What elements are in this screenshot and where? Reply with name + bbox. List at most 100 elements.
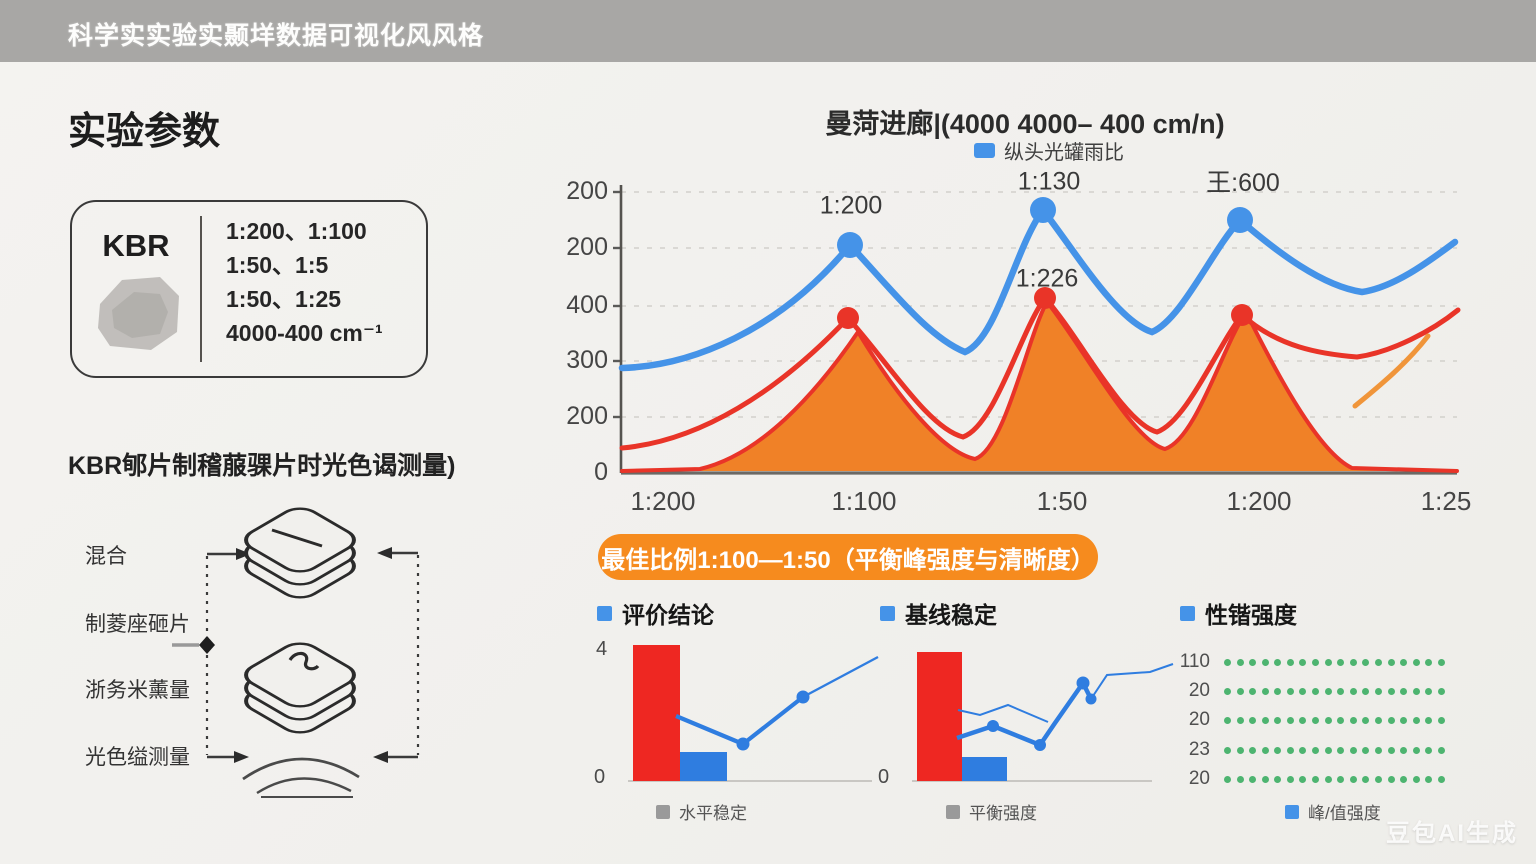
green-dot bbox=[1362, 688, 1370, 695]
green-dot bbox=[1374, 747, 1382, 754]
green-dot bbox=[1312, 776, 1320, 783]
green-dot bbox=[1274, 659, 1282, 666]
orange-segment bbox=[1352, 333, 1431, 409]
y-tick-label: 200 bbox=[566, 177, 608, 205]
flow-diagram-title: KBR郇片制稽菔骒片时光色谒测量) bbox=[68, 452, 456, 480]
page-title: 实验参数 bbox=[68, 111, 221, 153]
legend-swatch-gray bbox=[656, 804, 670, 819]
green-dot bbox=[1261, 776, 1269, 783]
green-dot bbox=[1249, 747, 1257, 754]
green-dot bbox=[1236, 776, 1244, 783]
data-point-label: 1:226 bbox=[1015, 264, 1079, 293]
green-dot bbox=[1261, 688, 1269, 695]
green-dot bbox=[1249, 717, 1257, 724]
green-dot bbox=[1324, 717, 1332, 724]
green-dot bbox=[1224, 659, 1231, 666]
green-dot bbox=[1236, 717, 1244, 724]
kbr-parameter-line: 1:200、1:100 bbox=[226, 218, 367, 244]
kbr-label: KBR bbox=[102, 228, 170, 263]
green-dot bbox=[1412, 747, 1420, 754]
green-dot bbox=[1400, 717, 1408, 724]
legend-swatch-gray bbox=[946, 804, 960, 819]
green-dot bbox=[1425, 747, 1433, 754]
y-tick-label: 0 bbox=[594, 458, 608, 486]
green-dot bbox=[1387, 776, 1395, 783]
green-dot bbox=[1374, 659, 1382, 666]
x-tick-label: 1:100 bbox=[831, 486, 897, 516]
legend-label: 纵头光罐雨比 bbox=[1004, 142, 1124, 164]
flow-diagram bbox=[172, 547, 420, 763]
data-point-label: 1:200 bbox=[819, 191, 883, 220]
mini2-legend: 平衡强度 bbox=[946, 799, 1037, 824]
green-dot bbox=[1337, 747, 1345, 754]
green-dot bbox=[1236, 688, 1244, 695]
green-dot bbox=[1387, 659, 1395, 666]
green-dot bbox=[1400, 688, 1408, 695]
tablet-icon-middle bbox=[235, 636, 365, 740]
green-dot bbox=[1224, 776, 1231, 783]
green-dot bbox=[1362, 776, 1370, 783]
mini2-y-zero: 0 bbox=[878, 766, 890, 788]
kbr-card-left: KBR bbox=[72, 202, 200, 376]
main-chart-title: 曼菏进廊|(4000 4000– 400 cm/n) bbox=[825, 109, 1225, 139]
green-dot bbox=[1425, 659, 1433, 666]
green-dot bbox=[1349, 688, 1357, 695]
green-dot bbox=[1324, 776, 1332, 783]
dot-row-label: 20 bbox=[1188, 768, 1210, 789]
dot-row-label: 20 bbox=[1188, 709, 1210, 730]
green-dot bbox=[1312, 717, 1320, 724]
x-tick-label: 1:25 bbox=[1420, 486, 1472, 516]
green-dot bbox=[1362, 747, 1370, 754]
conclusion-banner: 最佳比例1:100—1:50（平衡峰强度与清晰度） bbox=[598, 534, 1098, 580]
main-chart-legend: 纵头光罐雨比 bbox=[974, 136, 1124, 165]
green-dot bbox=[1349, 776, 1357, 783]
dot-row-label: 23 bbox=[1188, 739, 1210, 760]
dot-row bbox=[1224, 747, 1445, 754]
green-dot bbox=[1425, 776, 1433, 783]
flow-step-label: 制菱座砸片 bbox=[85, 613, 190, 636]
data-point-label: 1:130 bbox=[1017, 167, 1081, 196]
x-tick-label: 1:50 bbox=[1036, 486, 1088, 516]
main-line-chart bbox=[613, 185, 1461, 475]
green-dot bbox=[1249, 659, 1257, 666]
green-dot bbox=[1286, 659, 1294, 666]
dot-row-label: 20 bbox=[1188, 680, 1210, 701]
green-dot bbox=[1312, 747, 1320, 754]
green-dot bbox=[1299, 776, 1307, 783]
green-dot bbox=[1437, 747, 1445, 754]
flow-step-label: 浙务米薰量 bbox=[85, 679, 190, 702]
green-dot bbox=[1299, 688, 1307, 695]
green-dot bbox=[1249, 776, 1257, 783]
green-dot bbox=[1286, 717, 1294, 724]
green-dot bbox=[1274, 688, 1282, 695]
y-tick-label: 300 bbox=[566, 346, 608, 374]
green-dot bbox=[1261, 659, 1269, 666]
green-dot bbox=[1299, 659, 1307, 666]
mini3-legend: 峰/值强度 bbox=[1285, 799, 1381, 824]
data-point-label: 王:600 bbox=[1206, 169, 1280, 197]
kbr-card-divider bbox=[200, 216, 202, 362]
legend-swatch-blue bbox=[974, 143, 995, 158]
green-dot bbox=[1274, 717, 1282, 724]
y-tick-label: 200 bbox=[566, 402, 608, 430]
green-dot bbox=[1299, 747, 1307, 754]
kbr-parameter-lines: 1:200、1:100 1:50、1:5 1:50、1:25 4000-400 cm⁻… bbox=[202, 202, 426, 376]
tablet-icon-top bbox=[235, 501, 365, 605]
green-dot bbox=[1400, 659, 1408, 666]
y-tick-label: 400 bbox=[566, 291, 608, 319]
green-dot bbox=[1374, 776, 1382, 783]
green-dot bbox=[1224, 747, 1231, 754]
mini-chart-evaluation bbox=[628, 645, 879, 782]
green-dot bbox=[1425, 717, 1433, 724]
green-dot bbox=[1337, 776, 1345, 783]
legend-swatch-blue bbox=[1285, 804, 1299, 819]
dot-row-label: 110 bbox=[1179, 651, 1210, 672]
green-dot bbox=[1349, 717, 1357, 724]
green-dot bbox=[1236, 747, 1244, 754]
bullet-icon bbox=[597, 605, 612, 621]
green-dot bbox=[1349, 747, 1357, 754]
green-dot bbox=[1387, 747, 1395, 754]
green-dot bbox=[1400, 776, 1408, 783]
kbr-parameter-card: KBR 1:200、1:100 1:50、1:5 1:50、1:25 4000-400… bbox=[70, 200, 428, 378]
